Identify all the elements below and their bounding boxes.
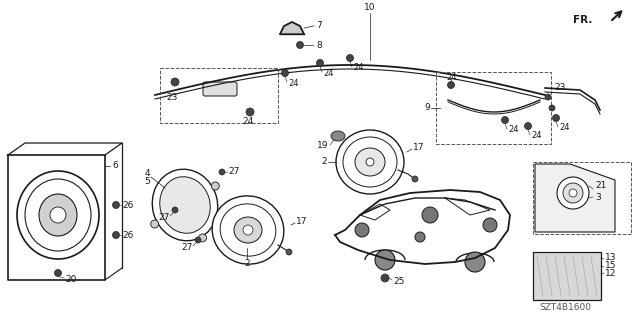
Text: 23: 23 [554,84,565,93]
Circle shape [557,177,589,209]
Text: 24: 24 [243,117,253,127]
Ellipse shape [220,204,276,256]
Text: 7: 7 [316,20,322,29]
Text: 26: 26 [122,201,133,210]
Circle shape [525,122,531,130]
Text: 15: 15 [605,262,616,271]
Ellipse shape [212,196,284,264]
Circle shape [375,250,395,270]
Text: 24: 24 [559,123,570,132]
Circle shape [286,249,292,255]
Ellipse shape [160,177,211,233]
Text: 25: 25 [393,277,404,286]
Circle shape [346,55,353,62]
Text: 12: 12 [605,270,616,278]
Circle shape [150,220,159,228]
Ellipse shape [152,169,218,241]
Polygon shape [280,22,304,34]
Text: 21: 21 [595,182,606,190]
Text: 2: 2 [321,158,327,167]
Ellipse shape [39,194,77,236]
Circle shape [198,234,207,242]
Circle shape [355,223,369,237]
Circle shape [195,237,201,243]
Polygon shape [535,164,615,232]
Text: 24: 24 [447,72,457,81]
Circle shape [366,158,374,166]
Bar [533,162,631,234]
Text: 24: 24 [353,63,364,72]
Circle shape [211,182,220,190]
Circle shape [219,169,225,175]
Circle shape [246,108,254,116]
Circle shape [552,115,559,122]
Text: 2: 2 [244,258,250,268]
Ellipse shape [331,131,345,141]
Text: SZT4B1600: SZT4B1600 [539,303,591,313]
Ellipse shape [343,137,397,187]
Circle shape [317,60,323,66]
Bar [436,72,551,144]
Text: 23: 23 [166,93,178,101]
Text: 9: 9 [424,103,430,113]
Circle shape [549,105,555,111]
Text: 24: 24 [323,69,333,78]
Circle shape [483,218,497,232]
Text: 27: 27 [182,242,193,251]
Text: 27: 27 [159,212,170,221]
Circle shape [381,274,389,282]
Circle shape [412,176,418,182]
Circle shape [415,232,425,242]
Text: FR.: FR. [573,15,592,25]
Circle shape [171,78,179,86]
Text: 8: 8 [316,41,322,49]
Circle shape [422,207,438,223]
Circle shape [54,270,61,277]
Circle shape [113,232,120,239]
Ellipse shape [17,171,99,259]
Ellipse shape [25,179,91,251]
Text: 17: 17 [413,144,424,152]
Circle shape [296,41,303,48]
Text: 19: 19 [317,140,328,150]
Ellipse shape [234,217,262,243]
Text: 24: 24 [531,131,541,140]
Ellipse shape [355,148,385,176]
Bar [533,252,601,300]
Text: 27: 27 [228,167,239,176]
Circle shape [502,116,509,123]
Text: 3: 3 [595,194,601,203]
Circle shape [113,202,120,209]
Text: 6: 6 [112,161,118,170]
Circle shape [282,70,289,77]
Circle shape [465,252,485,272]
Text: 4: 4 [145,169,150,179]
Text: 10: 10 [364,4,376,12]
Text: 26: 26 [122,231,133,240]
Circle shape [447,81,454,88]
Text: 13: 13 [605,254,616,263]
Text: 24: 24 [508,125,518,135]
Circle shape [563,183,583,203]
Text: 5: 5 [144,176,150,186]
Circle shape [172,207,178,213]
Text: 20: 20 [65,275,76,284]
Circle shape [50,207,66,223]
FancyBboxPatch shape [203,82,237,96]
Bar [160,68,278,123]
Text: 17: 17 [296,218,307,226]
Circle shape [569,189,577,197]
Circle shape [545,94,551,100]
Circle shape [243,225,253,235]
Text: 24: 24 [288,78,298,87]
Ellipse shape [336,130,404,194]
